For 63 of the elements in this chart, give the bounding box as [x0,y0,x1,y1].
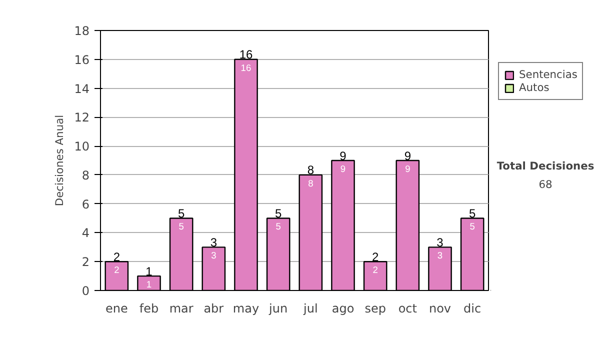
total-label: 3 [436,235,444,250]
total-label: 9 [340,148,347,163]
y-tick-label: 12 [74,110,90,125]
total-label: 16 [239,48,253,62]
bar [137,275,161,290]
x-tick-label: oct [398,302,418,316]
bar [234,58,258,290]
y-tick-label: 8 [82,168,90,182]
x-tick-label: ene [105,302,128,316]
x-tick-label: abr [204,302,224,316]
data-label: 3 [437,250,443,261]
x-tick-label: jul [302,302,318,316]
y-tick-label: 18 [74,24,90,38]
x-tick-label: feb [139,302,159,316]
bar [331,160,355,290]
bar [202,246,226,290]
y-tick-label: 2 [82,255,90,270]
data-label: 9 [405,164,410,174]
bar [266,218,290,290]
total-label: 1 [146,264,153,278]
total-label: 5 [468,206,476,221]
total-label: 5 [178,206,185,221]
total-label: 3 [210,235,218,250]
y-axis-title: Decisiones Anual [53,114,66,206]
y-tick-label: 6 [82,197,90,212]
text: Total Decisiones [496,159,594,172]
data-label: 9 [340,164,346,174]
bar [169,218,194,290]
x-tick-label: jun [268,302,288,316]
data-label: 16 [240,62,252,73]
x-tick-label: dic [464,302,482,316]
bar [396,160,420,290]
data-label: 2 [114,265,120,276]
bar [363,261,388,290]
total-label: 8 [307,163,314,178]
x-tick-label: nov [428,302,452,316]
legend-label: Autos [519,81,550,94]
x-tick-label: may [232,302,260,316]
data-label: 5 [178,222,184,232]
legend-label: Sentencias [519,68,578,81]
bar [298,174,323,290]
x-tick-label: ago [332,302,354,316]
data-label: 3 [211,250,216,261]
bar [104,261,129,290]
y-tick-label: 4 [82,226,90,240]
y-tick-label: 16 [74,52,90,67]
y-tick-label: 0 [82,284,90,298]
x-tick-label: mar [169,302,194,316]
total-label: 2 [372,250,379,264]
data-label: 1 [146,280,152,290]
data-label: 5 [276,222,281,232]
y-tick-label: 10 [74,140,90,154]
total-label: 5 [274,206,282,221]
data-label: 8 [308,178,314,188]
total-label: 9 [404,148,412,163]
x-tick-label: sep [364,302,386,316]
y-tick-label: 14 [74,82,90,96]
text: 68 [538,178,552,192]
bar [428,246,452,290]
total-label: 2 [113,250,120,264]
data-label: 2 [372,265,378,276]
data-label: 5 [470,222,475,232]
bar [460,218,484,290]
